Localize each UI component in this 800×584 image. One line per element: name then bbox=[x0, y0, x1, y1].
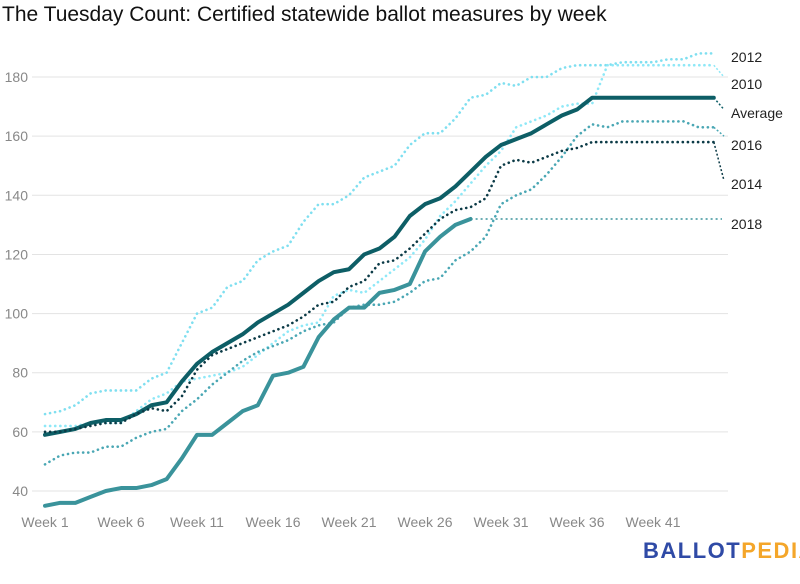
x-tick-label: Week 16 bbox=[246, 514, 301, 530]
series-line-2018 bbox=[43, 216, 473, 508]
x-tick-label: Week 31 bbox=[474, 514, 529, 530]
x-tick-label: Week 6 bbox=[97, 514, 144, 530]
series-label-average: Average bbox=[731, 105, 783, 121]
y-tick-label: 40 bbox=[12, 483, 28, 499]
series-label-2010: 2010 bbox=[731, 76, 762, 92]
chart-title: The Tuesday Count: Certified statewide b… bbox=[2, 3, 607, 26]
x-tick-label: Week 41 bbox=[626, 514, 681, 530]
label-connector-2016 bbox=[713, 126, 725, 137]
ballotpedia-logo: BALLOTPEDIA bbox=[643, 538, 800, 564]
series-line-2016 bbox=[43, 120, 716, 466]
x-tick-label: Week 26 bbox=[398, 514, 453, 530]
y-tick-label: 140 bbox=[5, 187, 29, 203]
series-line-average bbox=[43, 95, 716, 437]
series-line-2014 bbox=[43, 140, 716, 434]
y-tick-label: 100 bbox=[5, 306, 29, 322]
x-tick-label: Week 21 bbox=[322, 514, 377, 530]
series-label-2018: 2018 bbox=[731, 216, 762, 232]
y-tick-label: 180 bbox=[5, 69, 29, 85]
y-tick-label: 80 bbox=[12, 365, 28, 381]
label-connector-2014 bbox=[713, 141, 725, 181]
y-tick-label: 120 bbox=[5, 246, 29, 262]
label-connector-average bbox=[713, 97, 725, 111]
x-tick-label: Week 1 bbox=[21, 514, 68, 530]
y-tick-label: 160 bbox=[5, 128, 29, 144]
y-tick-label: 60 bbox=[12, 424, 28, 440]
series-label-2016: 2016 bbox=[731, 137, 762, 153]
series-label-2012: 2012 bbox=[731, 49, 762, 65]
x-tick-label: Week 36 bbox=[550, 514, 605, 530]
series-line-2012 bbox=[43, 52, 716, 416]
x-tick-label: Week 11 bbox=[170, 514, 224, 530]
series-label-2014: 2014 bbox=[731, 176, 762, 192]
logo-part-ballot: BALLOT bbox=[643, 538, 742, 563]
logo-part-pedia: PEDIA bbox=[741, 538, 800, 563]
label-connector-2010 bbox=[713, 64, 725, 78]
series-line-2010 bbox=[43, 63, 716, 428]
